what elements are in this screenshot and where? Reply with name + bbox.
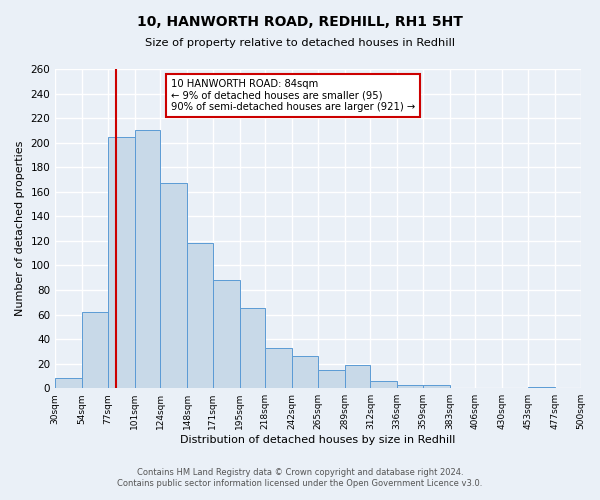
Bar <box>187 244 213 388</box>
X-axis label: Distribution of detached houses by size in Redhill: Distribution of detached houses by size … <box>180 435 455 445</box>
Bar <box>344 365 370 388</box>
Bar <box>134 130 160 388</box>
Text: 10 HANWORTH ROAD: 84sqm
← 9% of detached houses are smaller (95)
90% of semi-det: 10 HANWORTH ROAD: 84sqm ← 9% of detached… <box>171 78 415 112</box>
Bar <box>528 387 555 388</box>
Bar <box>55 378 82 388</box>
Bar <box>292 356 318 388</box>
Bar <box>239 308 265 388</box>
Bar <box>318 370 344 388</box>
Bar <box>108 136 134 388</box>
Text: Contains HM Land Registry data © Crown copyright and database right 2024.
Contai: Contains HM Land Registry data © Crown c… <box>118 468 482 487</box>
Bar <box>265 348 292 388</box>
Y-axis label: Number of detached properties: Number of detached properties <box>15 141 25 316</box>
Bar <box>160 183 187 388</box>
Bar <box>213 280 239 388</box>
Bar <box>397 384 423 388</box>
Bar <box>370 381 397 388</box>
Text: Size of property relative to detached houses in Redhill: Size of property relative to detached ho… <box>145 38 455 48</box>
Bar <box>423 384 450 388</box>
Bar <box>82 312 108 388</box>
Text: 10, HANWORTH ROAD, REDHILL, RH1 5HT: 10, HANWORTH ROAD, REDHILL, RH1 5HT <box>137 15 463 29</box>
